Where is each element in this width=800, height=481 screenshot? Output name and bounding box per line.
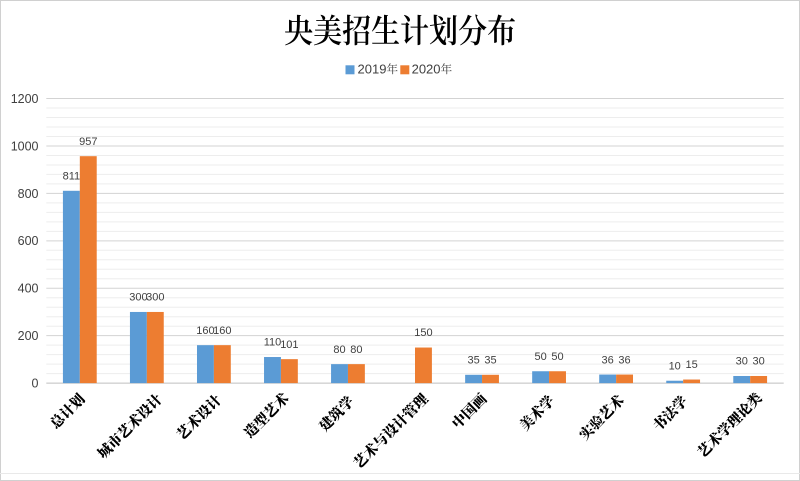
svg-text:957: 957 [79,136,97,148]
svg-text:200: 200 [18,329,39,343]
svg-text:35: 35 [484,355,496,367]
svg-text:300: 300 [129,292,147,304]
svg-text:800: 800 [18,187,39,201]
svg-text:30: 30 [753,356,765,368]
svg-text:15: 15 [685,359,697,371]
svg-text:811: 811 [63,171,81,183]
svg-text:2019: 2019 [358,61,387,76]
svg-text:300: 300 [146,292,164,304]
svg-text:80: 80 [333,344,345,356]
svg-text:2020: 2020 [412,61,441,76]
svg-text:30: 30 [736,356,748,368]
svg-text:10: 10 [669,360,681,372]
svg-text:35: 35 [467,355,479,367]
svg-text:50: 50 [551,351,563,363]
svg-text:600: 600 [18,234,39,248]
svg-text:101: 101 [280,339,298,351]
svg-text:50: 50 [534,351,546,363]
svg-text:160: 160 [196,325,214,337]
svg-text:36: 36 [602,354,614,366]
svg-text:400: 400 [18,282,39,296]
svg-text:1000: 1000 [11,139,39,153]
svg-text:110: 110 [264,337,282,349]
svg-text:160: 160 [213,325,231,337]
svg-text:1200: 1200 [11,92,39,106]
svg-text:80: 80 [350,344,362,356]
svg-text:150: 150 [414,327,432,339]
svg-text:0: 0 [32,377,39,391]
svg-text:36: 36 [618,354,630,366]
